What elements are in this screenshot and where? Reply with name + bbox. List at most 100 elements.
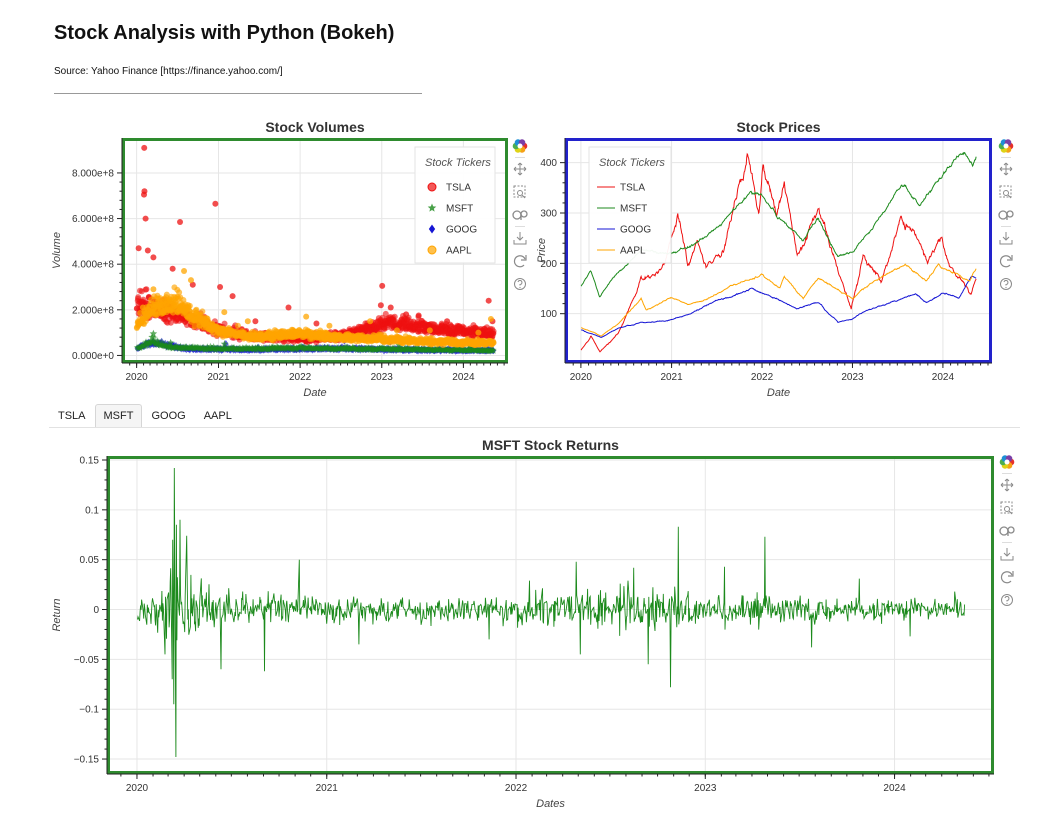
point-aapl: [303, 313, 310, 320]
chart-stock-prices[interactable]: Stock Prices 2020 2021 2022 2023 2024 100 200 30…: [536, 119, 992, 399]
series-msft: [133, 329, 497, 355]
pan-icon[interactable]: [513, 162, 527, 176]
page-source: Source: Yahoo Finance [https://finance.y…: [54, 66, 283, 77]
y-tick-label: 2.000e+8: [72, 305, 114, 316]
y-tick-label: 200: [540, 259, 557, 270]
tabs-divider: [49, 427, 1020, 428]
bokeh-logo-icon[interactable]: [512, 139, 528, 153]
point-tsla: [142, 215, 149, 222]
point-msft: [490, 347, 497, 354]
y-tick-label: −0.05: [74, 655, 100, 666]
chart-legend: Stock Tickers TSLA MSFT GOOG AAPL: [588, 146, 672, 264]
x-tick-label: 2022: [751, 372, 774, 383]
point-tsla: [363, 322, 370, 329]
x-tick-label: 2020: [126, 372, 149, 383]
chart-border: [122, 138, 508, 363]
point-tsla: [285, 304, 292, 311]
box-zoom-icon[interactable]: [999, 185, 1012, 199]
point-tsla: [229, 293, 236, 300]
point-tsla: [212, 200, 219, 207]
help-icon[interactable]: [1000, 278, 1012, 290]
point-tsla: [150, 254, 157, 261]
y-tick-label: −0.15: [74, 755, 100, 766]
y-tick-label: 0.000e+0: [72, 351, 114, 362]
tab-goog[interactable]: GOOG: [151, 410, 186, 422]
box-zoom-icon[interactable]: [1000, 501, 1013, 515]
save-icon[interactable]: [1000, 548, 1014, 561]
point-tsla: [313, 320, 320, 327]
reset-icon[interactable]: [999, 255, 1013, 268]
reset-icon[interactable]: [1000, 571, 1014, 584]
y-tick-label: 4.000e+8: [72, 260, 114, 271]
legend-item-msft: MSFT: [446, 204, 473, 215]
point-msft: [166, 338, 175, 347]
legend-item-goog: GOOG: [446, 225, 477, 236]
point-tsla: [490, 328, 497, 335]
help-icon[interactable]: [1001, 594, 1013, 606]
wheel-zoom-icon[interactable]: [998, 210, 1014, 220]
chart-stock-returns[interactable]: MSFT Stock Returns 2020 2021 2022 2023 2024 −0…: [51, 437, 994, 810]
series-aapl: [133, 268, 497, 349]
chart-axes: 2020 2021 2022 2023 2024 0.000e+0 2.000e+8 4.00…: [72, 138, 508, 383]
chart-axes: 2020 2021 2022 2023 2024 −0.15 −0.1 −0.05 0 0.05 0…: [74, 455, 994, 794]
reset-icon[interactable]: [513, 255, 527, 268]
point-tsla: [143, 286, 150, 293]
point-tsla: [167, 319, 174, 326]
x-tick-label: 2024: [452, 372, 475, 383]
y-tick-label: 100: [540, 309, 557, 320]
tab-tsla[interactable]: TSLA: [58, 410, 86, 422]
legend-swatch-aapl: [427, 245, 437, 255]
wheel-zoom-icon[interactable]: [999, 526, 1015, 536]
legend-swatch-tsla: [427, 182, 437, 192]
divider: [54, 93, 422, 94]
point-aapl: [181, 268, 188, 275]
legend-item-tsla: TSLA: [446, 183, 471, 194]
x-tick-label: 2023: [371, 372, 394, 383]
point-aapl: [234, 322, 241, 329]
bokeh-logo-icon[interactable]: [999, 455, 1015, 469]
point-aapl: [326, 322, 333, 329]
pan-icon[interactable]: [1000, 478, 1014, 492]
x-tick-label: 2023: [694, 783, 717, 794]
point-tsla: [177, 218, 184, 225]
save-icon[interactable]: [513, 232, 527, 245]
tab-msft[interactable]: MSFT: [94, 404, 143, 428]
point-msft: [150, 338, 158, 345]
chart-data-layer: [133, 144, 497, 355]
point-aapl: [426, 327, 433, 334]
point-tsla: [135, 294, 142, 301]
x-tick-label: 2021: [207, 372, 230, 383]
chart-axes: 2020 2021 2022 2023 2024 100 200 300 400: [540, 138, 992, 383]
point-aapl: [490, 339, 497, 346]
legend-swatch-msft: [427, 203, 437, 212]
wheel-zoom-icon[interactable]: [512, 210, 528, 220]
point-msft: [305, 343, 313, 350]
y-tick-label: 6.000e+8: [72, 214, 114, 225]
point-tsla: [169, 265, 176, 272]
point-tsla: [415, 312, 422, 319]
save-icon[interactable]: [999, 232, 1013, 245]
y-tick-label: 8.000e+8: [72, 168, 114, 179]
series-msft-returns-line: [137, 467, 966, 758]
chart-grid: [568, 141, 989, 360]
point-aapl: [163, 291, 170, 298]
point-tsla: [144, 247, 151, 254]
box-zoom-icon[interactable]: [513, 185, 526, 199]
point-tsla: [135, 245, 142, 252]
point-tsla: [377, 302, 384, 309]
tab-aapl[interactable]: AAPL: [203, 410, 232, 422]
point-aapl: [475, 329, 482, 336]
x-tick-label: 2020: [570, 372, 593, 383]
point-tsla: [403, 311, 410, 318]
pan-icon[interactable]: [999, 162, 1013, 176]
legend-item-tsla: TSLA: [620, 183, 645, 194]
bokeh-logo-icon[interactable]: [998, 139, 1014, 153]
point-tsla: [444, 318, 451, 325]
legend-item-msft: MSFT: [620, 204, 647, 215]
y-tick-label: 0: [93, 605, 99, 616]
point-tsla: [221, 320, 228, 327]
y-tick-label: −0.1: [79, 705, 99, 716]
help-icon[interactable]: [514, 278, 526, 290]
chart-stock-volumes[interactable]: Stock Volumes 2020 2021 2022 2023 2024 0.000e+…: [51, 119, 508, 399]
